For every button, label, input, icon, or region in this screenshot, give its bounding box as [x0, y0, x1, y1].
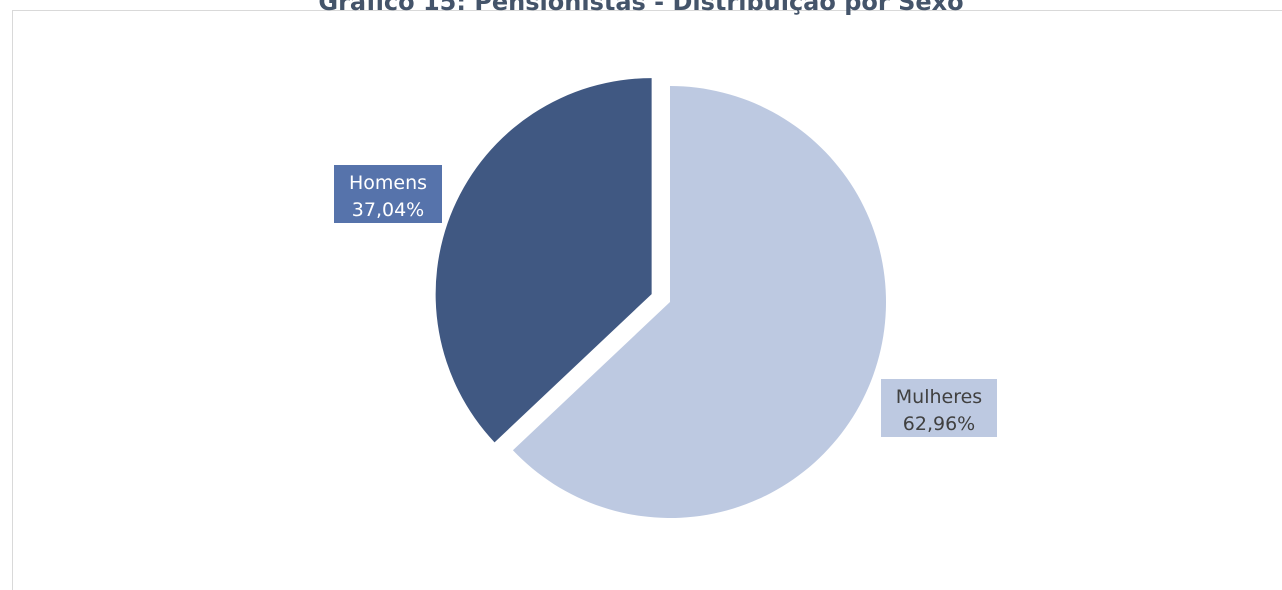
data-label-category: Homens: [349, 172, 427, 194]
data-label-mulheres: Mulheres 62,96%: [881, 379, 997, 437]
data-label-homens: Homens 37,04%: [334, 165, 442, 223]
pie-chart: Mulheres 62,96% Homens 37,04%: [334, 78, 997, 518]
data-label-category: Mulheres: [896, 386, 982, 408]
pie-slice-homens: [435, 78, 652, 443]
chart-frame: [12, 10, 1282, 590]
chart-title: Gráfico 15: Pensionistas - Distribuição …: [318, 0, 964, 16]
data-label-box: [881, 379, 997, 437]
pie-slice-mulheres: [512, 86, 886, 518]
data-label-box: [334, 165, 442, 223]
data-label-value: 37,04%: [352, 199, 424, 221]
data-label-value: 62,96%: [903, 413, 975, 435]
